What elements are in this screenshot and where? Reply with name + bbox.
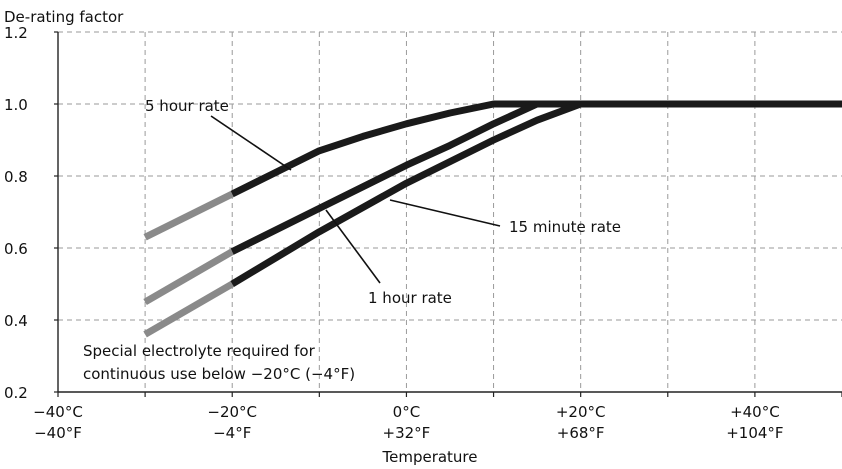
y-tick-label: 0.2 bbox=[4, 384, 28, 402]
grid bbox=[58, 31, 842, 392]
y-tick-label: 0.6 bbox=[4, 240, 28, 258]
x-tick-label-celsius: +20°C bbox=[556, 403, 606, 421]
axes: 0.2 0.4 0.6 0.8 1.0 1.2 −40°C −40°F −20°C −4°F 0°C… bbox=[4, 24, 842, 442]
x-tick-label-celsius: −40°C bbox=[33, 403, 83, 421]
series-low-temp-5-hour-rate bbox=[143, 190, 234, 241]
leader-1-hour-rate bbox=[325, 209, 381, 284]
series-label-5-hour-rate: 5 hour rate bbox=[145, 97, 229, 115]
series-label-15-minute-rate: 15 minute rate bbox=[509, 218, 621, 236]
y-tick-label: 1.2 bbox=[4, 24, 28, 42]
x-tick-label-fahrenheit: −4°F bbox=[213, 424, 251, 442]
x-tick-label-fahrenheit: +104°F bbox=[726, 424, 783, 442]
label-leader-lines bbox=[210, 115, 501, 284]
series-lines bbox=[143, 100, 842, 338]
x-tick-label-celsius: +40°C bbox=[730, 403, 780, 421]
series-low-temp-1-hour-rate bbox=[143, 248, 234, 306]
x-tick-label-celsius: 0°C bbox=[393, 403, 421, 421]
y-tick-label: 1.0 bbox=[4, 96, 28, 114]
series-label-1-hour-rate: 1 hour rate bbox=[368, 289, 452, 307]
y-axis-title: De-rating factor bbox=[4, 8, 124, 26]
x-tick-label-celsius: −20°C bbox=[207, 403, 257, 421]
note-line-1: Special electrolyte required for bbox=[83, 342, 316, 360]
series-line-15-minute-rate bbox=[230, 100, 842, 288]
leader-15-minute-rate bbox=[389, 199, 501, 227]
note-line-2: continuous use below −20°C (−4°F) bbox=[83, 365, 355, 383]
y-tick-label: 0.4 bbox=[4, 312, 28, 330]
leader-5-hour-rate bbox=[210, 115, 292, 171]
y-tick-label: 0.8 bbox=[4, 168, 28, 186]
x-axis-title: Temperature bbox=[381, 448, 477, 466]
x-tick-label-fahrenheit: +32°F bbox=[383, 424, 431, 442]
labels: De-rating factor Temperature 5 hour rate… bbox=[4, 8, 621, 466]
x-tick-label-fahrenheit: +68°F bbox=[557, 424, 605, 442]
series-low-temp-15-minute-rate bbox=[143, 280, 234, 338]
x-tick-label-fahrenheit: −40°F bbox=[34, 424, 82, 442]
